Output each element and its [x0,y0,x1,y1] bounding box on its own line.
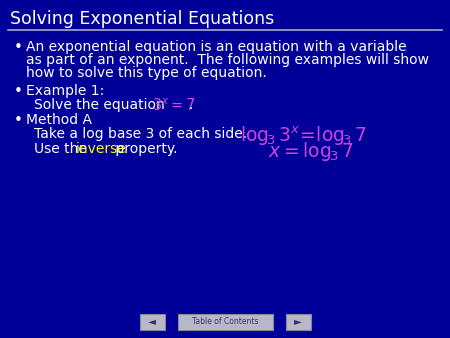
Text: $\log_{\!3}3^x\!=\!\log_{\!3}7$: $\log_{\!3}3^x\!=\!\log_{\!3}7$ [240,125,367,148]
Text: as part of an exponent.  The following examples will show: as part of an exponent. The following ex… [26,53,429,67]
Text: Table of Contents: Table of Contents [192,317,258,326]
Text: •: • [14,113,23,128]
Text: ►: ► [294,316,302,327]
Text: inverse: inverse [76,142,127,156]
Text: .: . [188,98,193,112]
Text: Solving Exponential Equations: Solving Exponential Equations [10,10,274,28]
Text: Solve the equation: Solve the equation [34,98,169,112]
FancyBboxPatch shape [140,314,165,330]
Text: property.: property. [111,142,177,156]
Text: •: • [14,84,23,99]
Text: $x = \log_{\!3}7$: $x = \log_{\!3}7$ [268,140,353,163]
FancyBboxPatch shape [177,314,273,330]
FancyBboxPatch shape [285,314,310,330]
Text: how to solve this type of equation.: how to solve this type of equation. [26,66,267,80]
Text: Example 1:: Example 1: [26,84,104,98]
Text: Use the: Use the [34,142,91,156]
Text: Take a log base 3 of each side.: Take a log base 3 of each side. [34,127,247,141]
Text: •: • [14,40,23,55]
Text: ◄: ◄ [148,316,156,327]
Text: $3^x = 7$: $3^x = 7$ [152,97,196,114]
Text: Method A: Method A [26,113,92,127]
Text: An exponential equation is an equation with a variable: An exponential equation is an equation w… [26,40,407,54]
